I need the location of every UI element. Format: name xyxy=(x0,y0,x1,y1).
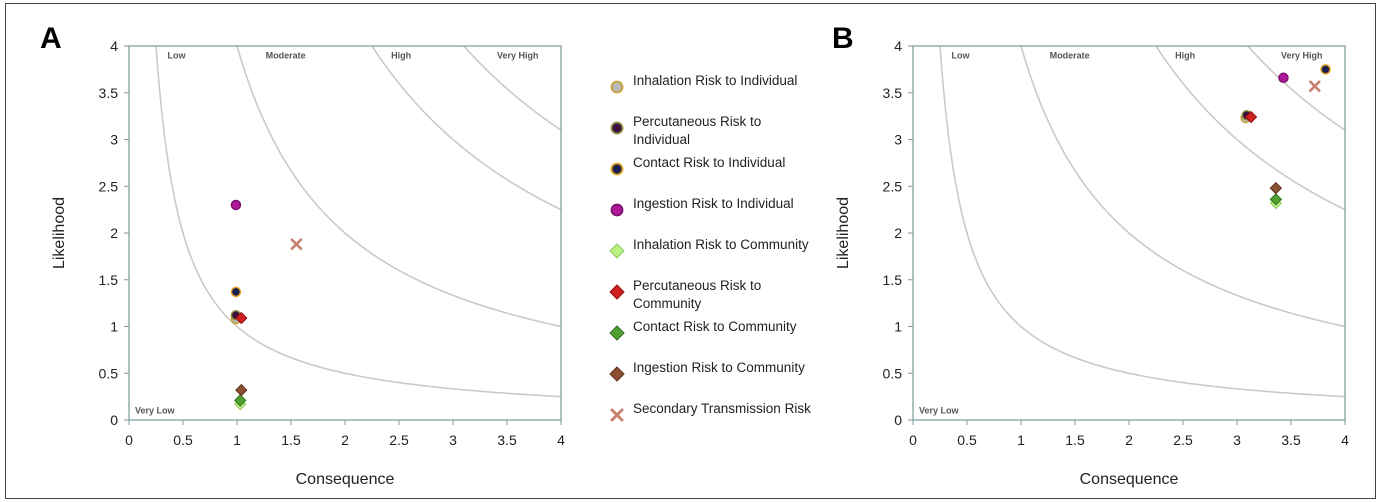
zone-boundary-1 xyxy=(155,46,561,398)
zone-label-low: Low xyxy=(168,50,187,60)
legend-item-contact-risk-to-community: Contact Risk to Community xyxy=(608,318,818,359)
point-secondary-transmission-risk xyxy=(290,238,303,251)
x-tick-label: 1 xyxy=(233,432,241,448)
point-ingestion-risk-to-community xyxy=(235,383,248,397)
legend-item-ingestion-risk-to-community: Ingestion Risk to Community xyxy=(608,359,818,400)
zone-label-very-low: Very Low xyxy=(135,406,176,416)
y-tick-label: 3.5 xyxy=(99,85,119,101)
zone-boundary-3 xyxy=(371,46,561,211)
legend-x-icon xyxy=(610,408,624,422)
legend-label: Inhalation Risk to Individual xyxy=(633,73,798,88)
x-tick-label: 1.5 xyxy=(281,432,301,448)
legend-item-inhalation-risk-to-community: Inhalation Risk to Community xyxy=(608,236,818,277)
zone-label-very-high: Very High xyxy=(497,50,539,60)
legend-item-percutaneous-risk-to-individual: Percutaneous Risk to Individual xyxy=(608,113,818,154)
y-tick-label: 2.5 xyxy=(99,178,119,194)
x-tick-label: 0 xyxy=(125,432,133,448)
legend-circle-icon xyxy=(610,162,624,176)
zone-label-high: High xyxy=(391,50,411,60)
y-tick-label: 3 xyxy=(110,132,118,148)
legend-circle-icon xyxy=(610,121,624,135)
legend-label: Inhalation Risk to Community xyxy=(633,237,809,252)
legend-label: Ingestion Risk to Individual xyxy=(633,196,794,211)
x-tick-label: 3 xyxy=(449,432,457,448)
x-tick-label: 3.5 xyxy=(497,432,517,448)
y-tick-label: 0 xyxy=(110,412,118,428)
zone-boundary-4 xyxy=(463,46,561,131)
zone-label-moderate: Moderate xyxy=(266,50,306,60)
legend-item-contact-risk-to-individual: Contact Risk to Individual xyxy=(608,154,818,195)
x-tick-label: 2.5 xyxy=(389,432,409,448)
zone-boundary-2 xyxy=(236,46,561,328)
y-axis-label: Likelihood xyxy=(51,197,68,269)
legend-circle-icon xyxy=(610,203,624,217)
y-tick-label: 2 xyxy=(110,225,118,241)
panel-letter-b: B xyxy=(832,22,854,55)
legend-label: Contact Risk to Individual xyxy=(633,155,786,170)
data-points xyxy=(230,199,303,411)
legend-label: Percutaneous Risk to Individual xyxy=(633,114,762,147)
legend-label: Percutaneous Risk to Community xyxy=(633,278,762,311)
legend-label: Secondary Transmission Risk xyxy=(633,401,811,416)
point-contact-risk-to-individual xyxy=(230,286,242,298)
y-tick-label: 0.5 xyxy=(99,365,119,381)
x-tick-label: 0.5 xyxy=(173,432,193,448)
point-ingestion-risk-to-individual xyxy=(230,199,242,211)
x-axis-label: Consequence xyxy=(296,471,395,488)
point-percutaneous-risk-to-community xyxy=(235,311,248,325)
y-tick-label: 1 xyxy=(110,319,118,335)
legend-diamond-icon xyxy=(609,284,625,300)
x-tick-label: 2 xyxy=(341,432,349,448)
point-contact-risk-to-community xyxy=(234,394,247,407)
x-tick-label: 4 xyxy=(557,432,565,448)
legend-diamond-icon xyxy=(609,366,625,382)
legend-label: Contact Risk to Community xyxy=(633,319,797,334)
legend-item-ingestion-risk-to-individual: Ingestion Risk to Individual xyxy=(608,195,818,236)
y-tick-label: 4 xyxy=(110,38,118,54)
legend-diamond-icon xyxy=(609,243,625,259)
legend-item-inhalation-risk-to-individual: Inhalation Risk to Individual xyxy=(608,72,818,113)
legend-item-secondary-transmission-risk: Secondary Transmission Risk xyxy=(608,400,818,441)
panel-letter-a: A xyxy=(40,22,62,55)
legend-label: Ingestion Risk to Community xyxy=(633,360,805,375)
legend: Inhalation Risk to Individual Percutaneou… xyxy=(608,72,818,441)
y-tick-label: 1.5 xyxy=(99,272,119,288)
legend-circle-icon xyxy=(610,80,624,94)
figure-frame xyxy=(5,3,1376,499)
legend-diamond-icon xyxy=(609,325,625,341)
zone-curves xyxy=(155,46,561,398)
legend-item-percutaneous-risk-to-community: Percutaneous Risk to Community xyxy=(608,277,818,318)
